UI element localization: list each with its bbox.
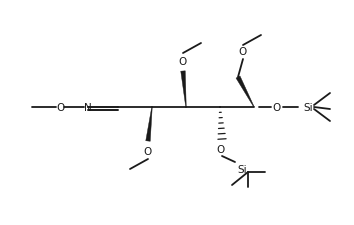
Polygon shape: [181, 72, 186, 108]
Text: N: N: [84, 103, 92, 112]
Text: O: O: [144, 146, 152, 156]
Text: O: O: [179, 57, 187, 67]
Polygon shape: [236, 76, 254, 108]
Text: Si: Si: [303, 103, 313, 112]
Text: O: O: [273, 103, 281, 112]
Text: O: O: [217, 144, 225, 154]
Text: O: O: [56, 103, 64, 112]
Polygon shape: [146, 108, 152, 142]
Text: O: O: [239, 47, 247, 57]
Text: Si: Si: [237, 164, 247, 174]
